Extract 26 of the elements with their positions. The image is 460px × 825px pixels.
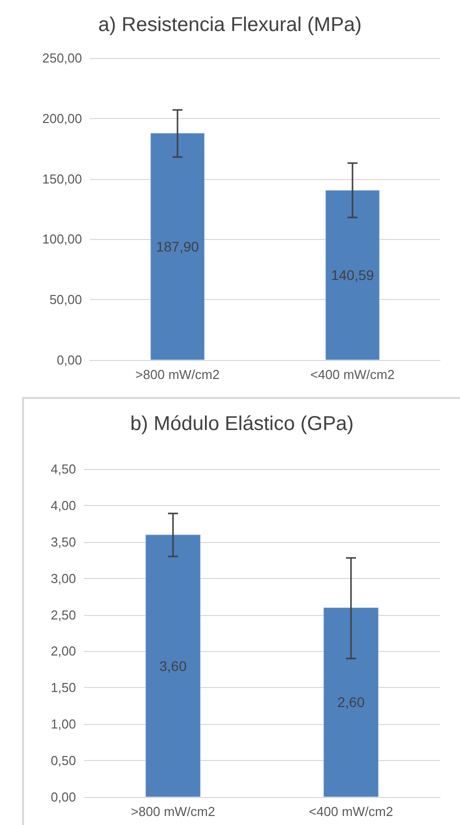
y-tick-label: 200,00 [42, 110, 82, 126]
y-tick-label: 0,00 [56, 352, 82, 368]
y-tick-label: 2,00 [50, 644, 76, 659]
y-tick-label: 100,00 [42, 232, 82, 247]
data-label: 187,90 [156, 238, 200, 255]
x-tick-label: <400 mW/cm2 [308, 804, 394, 819]
y-tick-label: 0,00 [50, 790, 76, 804]
data-label: 2,60 [337, 694, 365, 710]
y-tick-label: 4,00 [50, 498, 76, 513]
y-tick-label: 250,00 [42, 50, 82, 66]
data-label: 140,59 [331, 267, 374, 284]
y-tick-label: 3,00 [50, 570, 76, 586]
chart-title: b) Módulo Elástico (GPa) [130, 413, 354, 435]
chart-title: a) Resistencia Flexural (MPa) [98, 14, 362, 36]
x-tick-label: >800 mW/cm2 [135, 367, 220, 382]
y-tick-label: 150,00 [42, 171, 82, 186]
y-tick-label: 1,50 [50, 680, 76, 696]
y-tick-label: 0,50 [50, 753, 76, 768]
x-tick-label: <400 mW/cm2 [310, 367, 395, 382]
data-label: 3,60 [159, 658, 187, 674]
y-tick-label: 50,00 [49, 292, 82, 308]
x-tick-label: >800 mW/cm2 [130, 804, 216, 819]
y-tick-label: 1,00 [50, 716, 76, 732]
y-tick-label: 3,50 [50, 534, 76, 550]
y-tick-label: 4,50 [50, 462, 76, 476]
y-tick-label: 2,50 [50, 607, 76, 622]
